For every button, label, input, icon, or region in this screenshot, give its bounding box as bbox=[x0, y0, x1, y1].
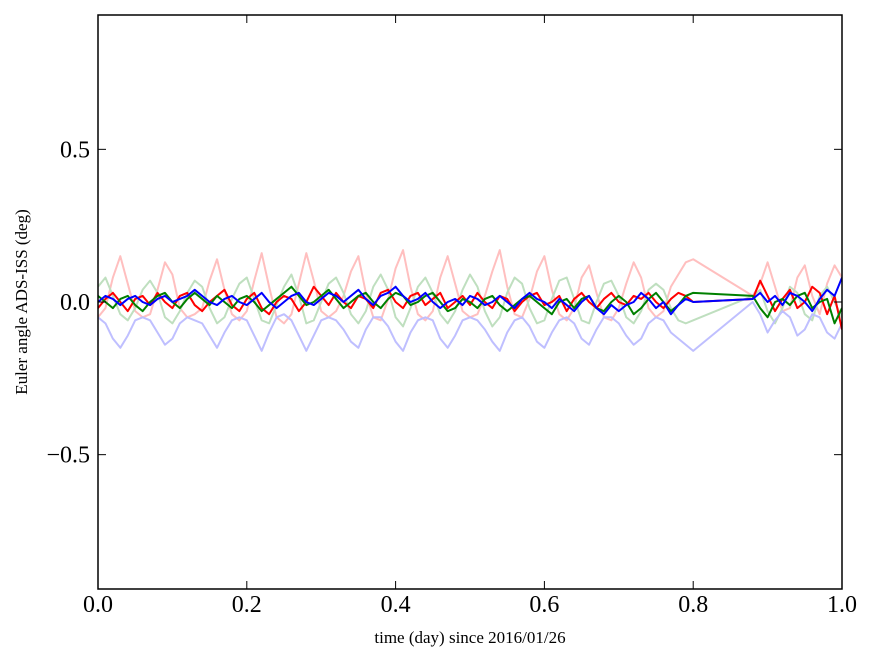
x-tick-label: 0.8 bbox=[678, 592, 708, 618]
x-tick-label: 0.4 bbox=[381, 592, 411, 618]
series-line bbox=[98, 273, 842, 328]
x-tick-label: 0.2 bbox=[232, 592, 262, 618]
series-line bbox=[98, 277, 842, 316]
series-line bbox=[98, 249, 842, 325]
plot-area bbox=[98, 249, 842, 352]
plot-frame bbox=[97, 14, 843, 590]
y-tick-label: 0.5 bbox=[60, 137, 90, 163]
x-tick-label: 1.0 bbox=[827, 592, 857, 618]
x-tick-label: 0.6 bbox=[529, 592, 559, 618]
x-axis-label: time (day) since 2016/01/26 bbox=[374, 628, 565, 647]
x-tick-label: 0.0 bbox=[83, 592, 113, 618]
y-axis-label: Euler angle ADS-ISS (deg) bbox=[12, 209, 31, 395]
series-line bbox=[98, 301, 842, 352]
y-tick-label: 0.0 bbox=[60, 290, 90, 316]
y-tick-label: −0.5 bbox=[46, 443, 90, 469]
